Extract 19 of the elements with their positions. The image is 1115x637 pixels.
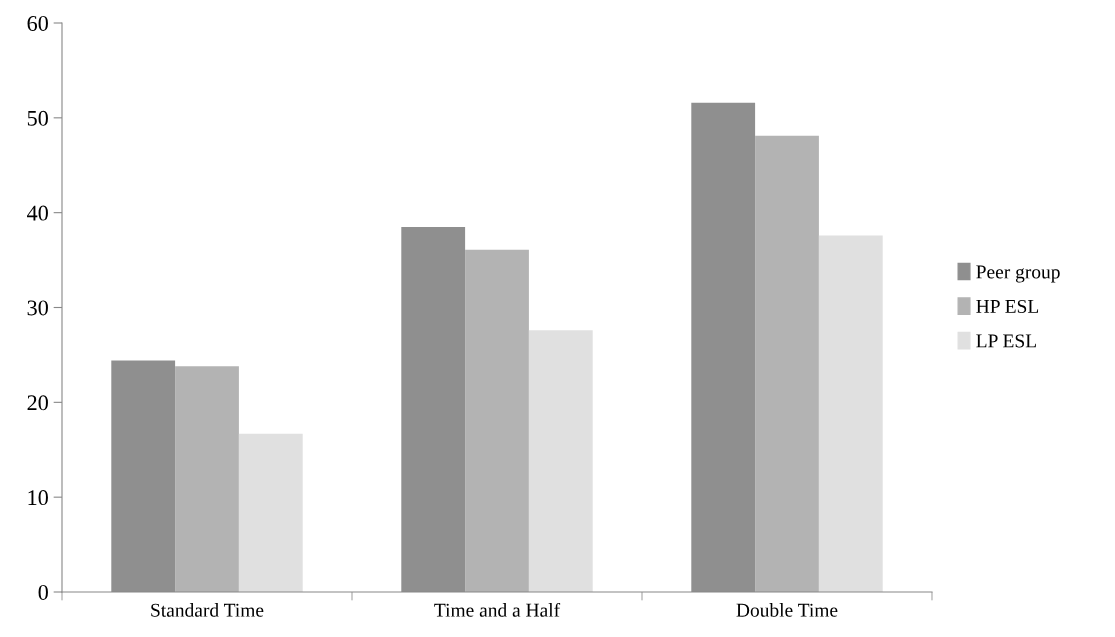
y-tick-label: 60 — [27, 15, 48, 31]
bar — [755, 135, 819, 592]
y-tick-label: 30 — [27, 300, 48, 316]
x-tick-label: Time and a Half — [434, 602, 561, 617]
y-tick-label: 20 — [27, 395, 48, 411]
x-tick-label: Standard Time — [151, 603, 264, 617]
y-tick-label: 10 — [28, 490, 48, 506]
bar — [465, 249, 529, 592]
bar — [238, 433, 303, 592]
bar — [818, 235, 883, 592]
y-tick-label: 40 — [27, 205, 48, 221]
legend-label: HP ESL — [976, 299, 1039, 314]
y-tick-label: 0 — [38, 584, 48, 600]
y-tick-label: 50 — [27, 110, 48, 126]
bar — [528, 330, 593, 592]
legend-label: Peer group — [976, 265, 1060, 283]
legend-label: LP ESL — [976, 334, 1036, 348]
bar — [175, 366, 239, 592]
x-tick-label: Double Time — [736, 603, 838, 617]
